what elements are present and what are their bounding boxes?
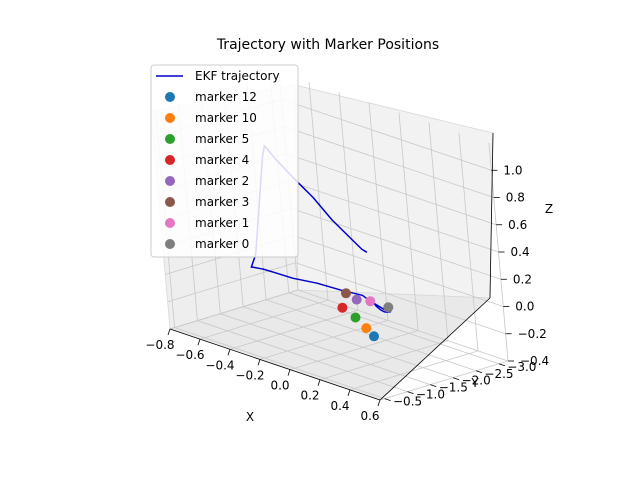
x-tick-label: −0.6: [175, 348, 204, 362]
x-tick-mark: [197, 339, 201, 346]
marker-point-marker-12: [369, 331, 379, 342]
y-axis-line: [379, 297, 491, 401]
marker-point-marker-1: [365, 296, 376, 307]
marker-point-marker-2: [351, 294, 362, 305]
tick-group: −0.8−0.6−0.4−0.20.00.20.40.6−3.0−2.5−2.0…: [145, 163, 549, 423]
legend-marker-swatch: [165, 155, 175, 165]
legend-label: marker 2: [195, 174, 249, 188]
y-tick-label: −2.5: [484, 367, 513, 381]
z-grid-line: [167, 262, 506, 335]
marker-point-marker-0: [383, 302, 394, 313]
x-tick-label: −0.8: [145, 338, 174, 352]
y-tick-mark: [498, 363, 505, 367]
legend-marker-swatch: [165, 218, 175, 228]
x-tick-label: −0.4: [205, 358, 234, 372]
x-tick-label: 0.0: [270, 379, 289, 393]
x-tick-label: 0.4: [330, 399, 349, 413]
y-tick-label: −1.5: [439, 381, 468, 395]
legend-marker-swatch: [165, 92, 175, 102]
x-tick-mark: [317, 379, 321, 386]
x-tick-mark: [287, 369, 291, 376]
legend-label: marker 5: [195, 132, 249, 146]
x-tick-mark: [347, 389, 351, 396]
y-axis-label: Y: [470, 376, 479, 390]
x-axis-line: [169, 328, 381, 401]
marker-point-marker-4: [337, 302, 348, 313]
x-tick-label: −0.2: [235, 368, 264, 382]
y-tick-mark: [475, 370, 483, 374]
z-tick-label: −0.4: [520, 354, 549, 368]
y-tick-mark: [453, 377, 460, 381]
marker-point-marker-10: [361, 323, 372, 334]
z-tick-label: 0.4: [511, 245, 530, 259]
legend-label: marker 4: [195, 153, 249, 167]
legend-marker-swatch: [165, 197, 175, 207]
z-tick-label: 0.6: [508, 218, 527, 232]
legend-frame: [150, 64, 299, 258]
z-grid-line: [169, 289, 509, 362]
z-tick-label: 0.8: [506, 191, 525, 205]
marker-point-marker-5: [350, 312, 361, 323]
legend-marker-swatch: [165, 176, 175, 186]
y-tick-label: −1.0: [416, 388, 445, 402]
y-tick-label: −3.0: [507, 360, 536, 374]
y-tick-mark: [384, 398, 391, 401]
z-tick-label: 0.0: [515, 300, 534, 314]
legend-label: marker 1: [195, 216, 249, 230]
legend-label: marker 3: [195, 195, 249, 209]
x-axis-label: X: [246, 410, 254, 424]
y-tick-label: −0.5: [393, 395, 422, 409]
z-axis-label: Z: [545, 202, 553, 216]
z-tick-label: −0.2: [518, 327, 547, 341]
marker-point-marker-3: [341, 288, 351, 299]
legend-label: marker 12: [195, 90, 257, 104]
z-tick-label: 1.0: [503, 163, 522, 177]
y-tick-mark: [407, 391, 414, 395]
z-tick-label: 0.2: [513, 272, 532, 286]
legend-label: marker 10: [195, 111, 257, 125]
legend-label: marker 0: [195, 237, 249, 251]
y-tick-mark: [430, 384, 437, 388]
axis-lines: [169, 132, 494, 401]
x-tick-mark: [257, 359, 261, 366]
y-tick-label: −2.0: [462, 374, 491, 388]
chart-title: Trajectory with Marker Positions: [216, 37, 439, 53]
legend-marker-swatch: [165, 239, 175, 249]
x-tick-label: 0.2: [300, 389, 319, 403]
legend-marker-swatch: [165, 113, 175, 123]
x-tick-label: 0.6: [360, 409, 379, 423]
legend: EKF trajectory marker 12 marker 10 marker 5…: [150, 64, 299, 258]
x-tick-mark: [227, 349, 231, 356]
x-tick-mark: [167, 328, 171, 336]
legend-label: EKF trajectory: [195, 69, 280, 83]
legend-marker-swatch: [165, 134, 175, 144]
z-axis-line: [489, 132, 494, 299]
x-tick-mark: [377, 399, 381, 407]
